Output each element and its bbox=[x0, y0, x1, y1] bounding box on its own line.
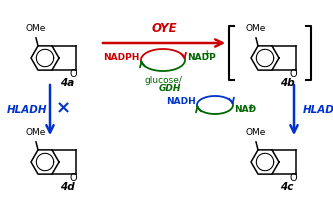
Text: +: + bbox=[247, 102, 253, 112]
Text: 4a: 4a bbox=[60, 78, 74, 88]
Text: 4b: 4b bbox=[280, 78, 294, 88]
Text: O: O bbox=[289, 173, 297, 183]
Text: GDH: GDH bbox=[159, 84, 181, 93]
Text: HLADH: HLADH bbox=[7, 105, 48, 115]
Text: OMe: OMe bbox=[246, 128, 266, 137]
Text: O: O bbox=[70, 69, 77, 79]
Text: OMe: OMe bbox=[246, 24, 266, 33]
Text: 4c: 4c bbox=[280, 182, 294, 192]
Text: HLADH: HLADH bbox=[303, 105, 333, 115]
Text: NADH: NADH bbox=[166, 97, 196, 106]
Text: O: O bbox=[289, 69, 297, 79]
Text: NADPH: NADPH bbox=[103, 52, 139, 62]
Text: OMe: OMe bbox=[26, 24, 46, 33]
Text: glucose/: glucose/ bbox=[144, 76, 182, 85]
Text: ×: × bbox=[56, 99, 71, 117]
Text: OYE: OYE bbox=[151, 22, 177, 35]
Text: 4d: 4d bbox=[60, 182, 74, 192]
Text: +: + bbox=[203, 49, 209, 58]
Text: OMe: OMe bbox=[26, 128, 46, 137]
Text: O: O bbox=[70, 173, 77, 183]
Text: NADP: NADP bbox=[187, 52, 216, 62]
Text: NAD: NAD bbox=[234, 104, 256, 114]
